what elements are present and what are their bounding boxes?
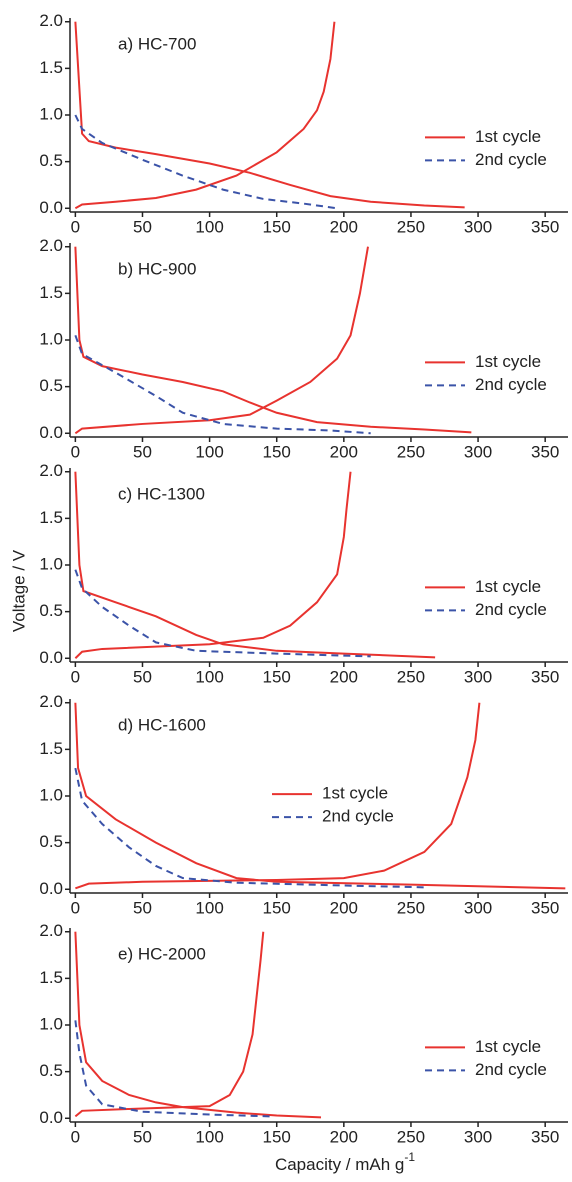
- legend-label: 2nd cycle: [475, 375, 547, 394]
- series-line: [74, 114, 338, 210]
- y-tick-label: 1.5: [39, 739, 63, 758]
- x-tick-label: 350: [531, 667, 559, 686]
- x-tick-label: 150: [263, 898, 291, 917]
- x-tick-label: 0: [71, 217, 80, 236]
- y-tick-label: 1.0: [39, 785, 63, 804]
- series-line: [74, 471, 436, 659]
- x-axis-label: Capacity / mAh g-1: [275, 1150, 415, 1174]
- x-tick-label: 300: [464, 667, 492, 686]
- y-tick-label: 0.0: [39, 648, 63, 667]
- x-tick-label: 300: [464, 1127, 492, 1146]
- y-axis-label: Voltage / V: [9, 549, 28, 632]
- panel-label: e) HC-2000: [118, 945, 206, 964]
- y-tick-label: 1.0: [39, 329, 63, 348]
- y-tick-label: 1.0: [39, 104, 63, 123]
- x-tick-label: 300: [464, 217, 492, 236]
- y-tick-label: 1.5: [39, 508, 63, 527]
- series-line: [74, 569, 371, 658]
- series-line: [74, 931, 322, 1119]
- x-tick-label: 50: [133, 667, 152, 686]
- x-tick-label: 300: [464, 898, 492, 917]
- series-line: [74, 246, 472, 435]
- y-tick-label: 2.0: [39, 11, 63, 30]
- x-tick-label: 0: [71, 442, 80, 461]
- y-tick-label: 0.0: [39, 1108, 63, 1127]
- y-tick-label: 1.5: [39, 283, 63, 302]
- x-tick-label: 250: [397, 1127, 425, 1146]
- x-tick-label: 200: [330, 667, 358, 686]
- x-tick-label: 50: [133, 1127, 152, 1146]
- legend-label: 1st cycle: [475, 352, 541, 371]
- panel-label: d) HC-1600: [118, 716, 206, 735]
- x-tick-label: 250: [397, 898, 425, 917]
- legend-label: 2nd cycle: [475, 600, 547, 619]
- x-axis-label-text: Capacity / mAh g: [275, 1155, 404, 1174]
- y-tick-label: 1.0: [39, 554, 63, 573]
- x-tick-label: 200: [330, 1127, 358, 1146]
- x-tick-label: 0: [71, 1127, 80, 1146]
- series-line: [74, 1020, 271, 1118]
- y-tick-label: 1.0: [39, 1014, 63, 1033]
- y-tick-label: 1.5: [39, 968, 63, 987]
- x-tick-label: 100: [195, 667, 223, 686]
- x-tick-label: 100: [195, 217, 223, 236]
- legend-label: 1st cycle: [475, 577, 541, 596]
- x-tick-label: 350: [531, 1127, 559, 1146]
- x-tick-label: 250: [397, 442, 425, 461]
- series-line: [74, 21, 465, 210]
- legend-label: 2nd cycle: [322, 807, 394, 826]
- y-tick-label: 0.5: [39, 601, 63, 620]
- y-tick-label: 2.0: [39, 236, 63, 255]
- x-tick-label: 0: [71, 667, 80, 686]
- x-tick-label: 350: [531, 217, 559, 236]
- y-tick-label: 1.5: [39, 58, 63, 77]
- x-tick-label: 150: [263, 217, 291, 236]
- legend-label: 1st cycle: [475, 1037, 541, 1056]
- x-tick-label: 150: [263, 442, 291, 461]
- x-tick-label: 50: [133, 442, 152, 461]
- y-tick-label: 0.5: [39, 376, 63, 395]
- x-tick-label: 200: [330, 442, 358, 461]
- panel-label: c) HC-1300: [118, 485, 205, 504]
- x-tick-label: 150: [263, 1127, 291, 1146]
- panel-label: b) HC-900: [118, 260, 196, 279]
- x-tick-label: 50: [133, 217, 152, 236]
- legend-label: 1st cycle: [322, 784, 388, 803]
- legend-label: 2nd cycle: [475, 150, 547, 169]
- x-tick-label: 350: [531, 442, 559, 461]
- panel-label: a) HC-700: [118, 35, 196, 54]
- y-tick-label: 0.5: [39, 151, 63, 170]
- legend-label: 1st cycle: [475, 127, 541, 146]
- x-tick-label: 200: [330, 217, 358, 236]
- series-line: [74, 702, 566, 890]
- x-tick-label: 250: [397, 217, 425, 236]
- y-tick-label: 0.0: [39, 879, 63, 898]
- legend-label: 2nd cycle: [475, 1060, 547, 1079]
- x-tick-label: 250: [397, 667, 425, 686]
- series-line: [74, 767, 428, 889]
- x-tick-label: 100: [195, 1127, 223, 1146]
- x-tick-label: 100: [195, 898, 223, 917]
- y-tick-label: 0.5: [39, 1061, 63, 1080]
- series-line: [74, 335, 371, 435]
- y-tick-label: 0.0: [39, 198, 63, 217]
- y-tick-label: 0.5: [39, 832, 63, 851]
- y-tick-label: 2.0: [39, 692, 63, 711]
- x-tick-label: 350: [531, 898, 559, 917]
- x-axis-label-superscript: -1: [404, 1150, 415, 1164]
- x-tick-label: 200: [330, 898, 358, 917]
- x-tick-label: 50: [133, 898, 152, 917]
- x-tick-label: 100: [195, 442, 223, 461]
- x-tick-label: 300: [464, 442, 492, 461]
- y-tick-label: 0.0: [39, 423, 63, 442]
- y-tick-label: 2.0: [39, 461, 63, 480]
- y-tick-label: 2.0: [39, 921, 63, 940]
- x-tick-label: 0: [71, 898, 80, 917]
- x-tick-label: 150: [263, 667, 291, 686]
